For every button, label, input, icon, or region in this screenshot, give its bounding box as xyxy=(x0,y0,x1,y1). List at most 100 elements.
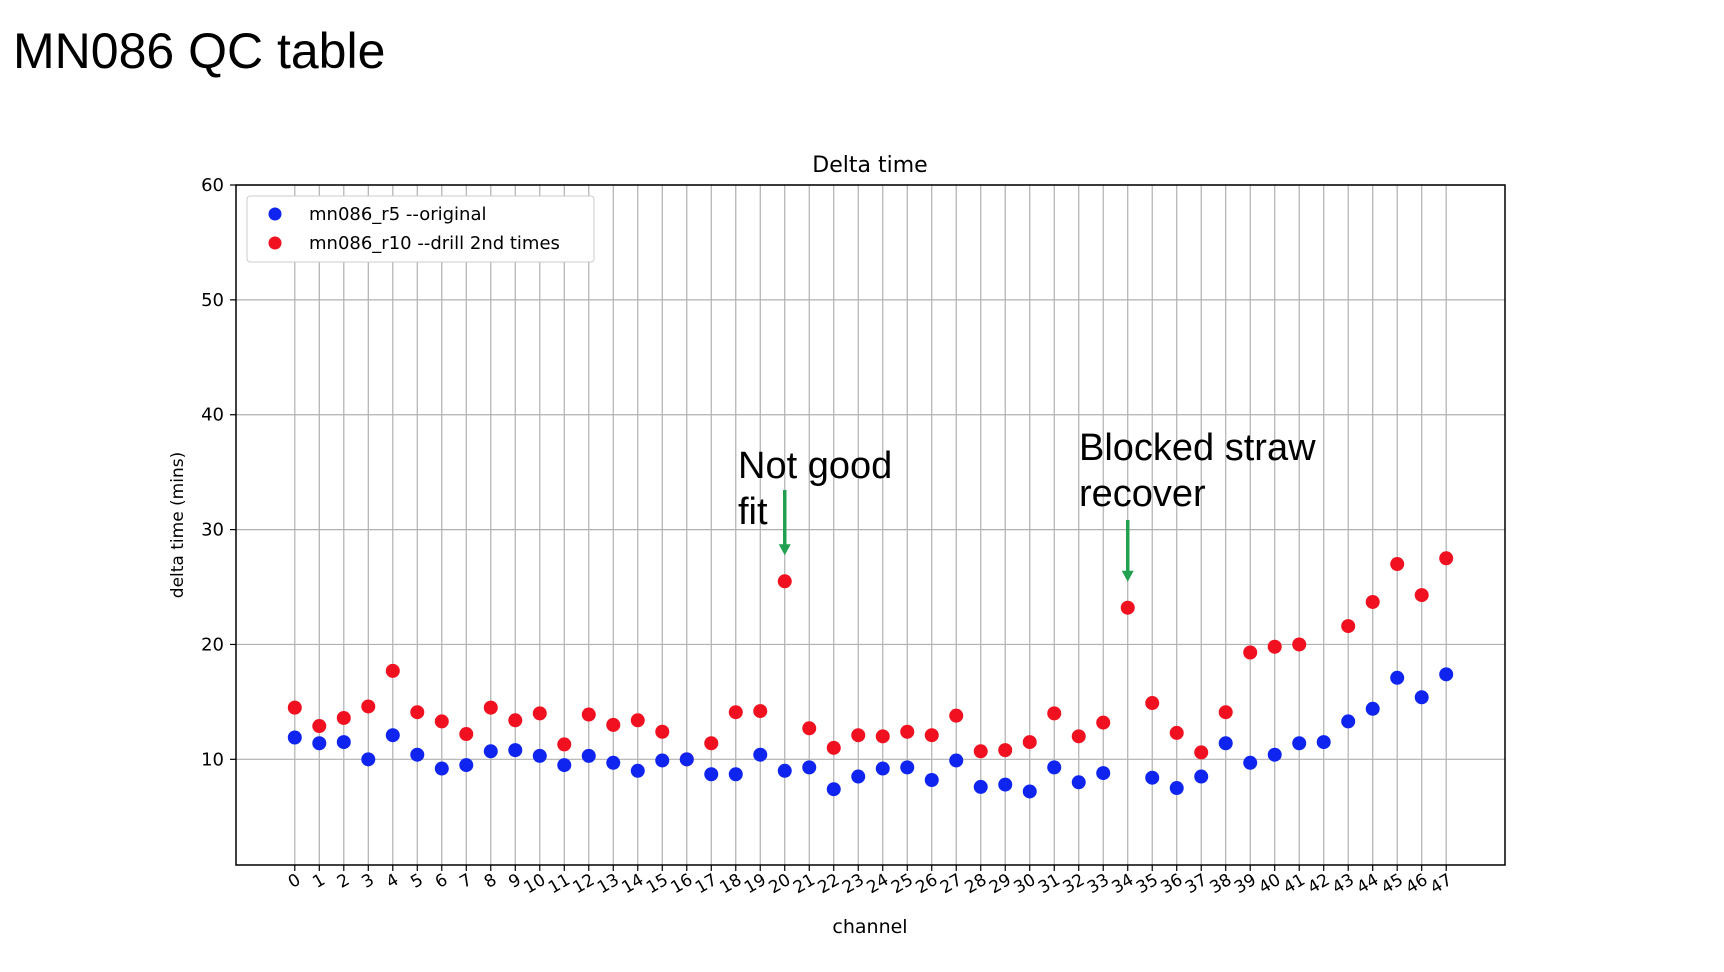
point-r10-ch31 xyxy=(1047,706,1062,721)
x-tick-label: 18 xyxy=(717,870,746,898)
legend-marker-r5 xyxy=(268,207,282,221)
x-tick-label: 2 xyxy=(334,870,353,893)
point-r5-ch16 xyxy=(679,752,694,767)
point-r5-ch12 xyxy=(581,748,596,763)
point-r10-ch5 xyxy=(410,705,425,720)
point-r10-ch27 xyxy=(949,708,964,723)
chart-title: Delta time xyxy=(812,153,927,178)
legend-label-r5: mn086_r5 --original xyxy=(309,204,486,225)
x-tick-label: 0 xyxy=(285,870,304,893)
point-r5-ch32 xyxy=(1071,775,1086,790)
x-tick-label: 12 xyxy=(570,870,599,898)
point-r10-ch1 xyxy=(312,719,327,734)
x-tick-label: 23 xyxy=(839,870,868,898)
point-r5-ch43 xyxy=(1341,714,1356,729)
point-r10-ch18 xyxy=(728,705,743,720)
point-r5-ch39 xyxy=(1243,755,1258,770)
point-r10-ch10 xyxy=(532,706,547,721)
point-r10-ch32 xyxy=(1071,729,1086,744)
arrow-not-good-fit xyxy=(778,490,791,556)
y-tick-label: 20 xyxy=(201,634,224,655)
x-tick-label: 3 xyxy=(358,870,377,893)
x-tick-label: 40 xyxy=(1255,870,1284,898)
point-r10-ch2 xyxy=(336,710,351,725)
point-r10-ch33 xyxy=(1096,715,1111,730)
legend: mn086_r5 --original mn086_r10 --drill 2n… xyxy=(246,195,595,263)
x-tick-label: 1 xyxy=(309,870,328,893)
x-tick-label: 29 xyxy=(986,870,1015,898)
point-r5-ch25 xyxy=(900,760,915,775)
point-r5-ch5 xyxy=(410,747,425,762)
point-r10-ch41 xyxy=(1292,637,1307,652)
point-r5-ch31 xyxy=(1047,760,1062,775)
point-r10-ch21 xyxy=(802,721,817,736)
point-r10-ch34 xyxy=(1120,600,1135,615)
y-tick-label: 10 xyxy=(201,749,224,770)
y-tick-label: 50 xyxy=(201,290,224,311)
point-r10-ch8 xyxy=(483,700,498,715)
x-tick-label: 21 xyxy=(790,870,819,898)
point-r5-ch42 xyxy=(1316,735,1331,750)
annotation-line: fit xyxy=(738,491,768,533)
point-r10-ch47 xyxy=(1439,551,1454,566)
point-r5-ch11 xyxy=(557,758,572,773)
x-tick-label: 35 xyxy=(1133,870,1162,898)
x-tick-label: 33 xyxy=(1084,870,1113,898)
point-r5-ch23 xyxy=(851,769,866,784)
x-tick-label: 44 xyxy=(1353,870,1382,898)
annotation-blocked-straw: Blocked straw recover xyxy=(1079,425,1316,517)
point-r10-ch36 xyxy=(1169,725,1184,740)
x-tick-label: 28 xyxy=(962,870,991,898)
x-tick-label: 20 xyxy=(766,870,795,898)
point-r10-ch43 xyxy=(1341,619,1356,634)
point-r10-ch22 xyxy=(826,740,841,755)
point-r10-ch7 xyxy=(459,727,474,742)
point-r10-ch46 xyxy=(1414,588,1429,603)
point-r5-ch17 xyxy=(704,767,719,782)
point-r5-ch4 xyxy=(385,728,400,743)
point-r5-ch35 xyxy=(1145,770,1160,785)
x-tick-label: 46 xyxy=(1402,870,1431,898)
point-r5-ch40 xyxy=(1267,747,1282,762)
point-r10-ch30 xyxy=(1022,735,1037,750)
point-r5-ch29 xyxy=(998,777,1013,792)
point-r5-ch33 xyxy=(1096,766,1111,781)
x-tick-label: 41 xyxy=(1280,870,1309,898)
point-r10-ch24 xyxy=(875,729,890,744)
x-tick-label: 13 xyxy=(594,870,623,898)
legend-label-r10: mn086_r10 --drill 2nd times xyxy=(309,233,560,254)
point-r10-ch40 xyxy=(1267,639,1282,654)
annotation-line: Blocked straw xyxy=(1079,427,1316,469)
arrow-blocked-straw xyxy=(1121,520,1134,582)
point-r10-ch13 xyxy=(606,717,621,732)
point-r5-ch2 xyxy=(336,735,351,750)
point-r10-ch25 xyxy=(900,724,915,739)
point-r5-ch10 xyxy=(532,748,547,763)
point-r10-ch28 xyxy=(973,744,988,759)
x-tick-label: 22 xyxy=(815,870,844,898)
x-tick-label: 32 xyxy=(1059,870,1088,898)
x-tick-label: 47 xyxy=(1427,870,1456,898)
point-r5-ch26 xyxy=(924,773,939,787)
x-tick-label: 30 xyxy=(1010,870,1039,898)
x-tick-label: 34 xyxy=(1108,870,1137,898)
x-tick-label: 38 xyxy=(1206,870,1235,898)
point-r5-ch45 xyxy=(1390,670,1405,685)
x-tick-label: 4 xyxy=(383,870,402,893)
x-tick-label: 27 xyxy=(937,870,966,898)
point-r5-ch1 xyxy=(312,736,327,751)
point-r5-ch28 xyxy=(973,779,988,794)
y-tick-label: 60 xyxy=(201,175,224,196)
x-tick-label: 36 xyxy=(1157,870,1186,898)
annotation-line: Not good xyxy=(738,445,893,487)
point-r10-ch23 xyxy=(851,728,866,743)
point-r5-ch7 xyxy=(459,758,474,773)
point-r10-ch35 xyxy=(1145,696,1160,711)
point-r5-ch30 xyxy=(1022,784,1037,799)
x-tick-label: 11 xyxy=(545,870,574,898)
point-r5-ch47 xyxy=(1439,667,1454,682)
point-r10-ch26 xyxy=(924,728,939,743)
point-r10-ch20 xyxy=(777,574,792,589)
point-r10-ch37 xyxy=(1194,745,1209,760)
